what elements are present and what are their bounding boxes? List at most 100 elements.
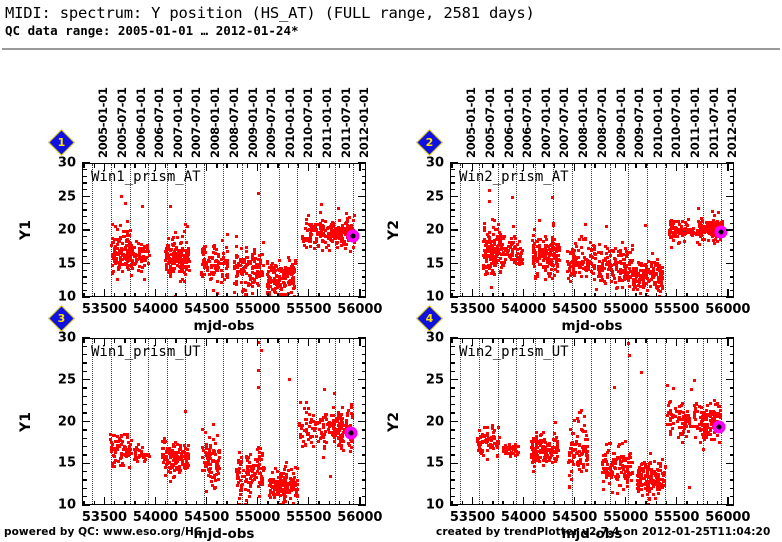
data-point xyxy=(116,460,120,464)
data-point xyxy=(339,447,343,451)
data-point xyxy=(258,472,262,476)
data-point xyxy=(226,264,230,268)
data-point xyxy=(253,251,257,255)
data-point xyxy=(171,475,175,479)
x-tick-minor xyxy=(267,500,269,505)
data-point xyxy=(548,456,552,460)
data-point xyxy=(325,422,329,426)
data-point xyxy=(582,466,586,470)
data-point xyxy=(221,273,225,277)
data-point-outlier xyxy=(538,219,542,223)
data-point xyxy=(645,469,649,473)
data-point xyxy=(670,426,674,430)
data-point xyxy=(206,473,210,477)
data-point xyxy=(209,444,213,448)
data-point xyxy=(268,495,272,499)
data-point xyxy=(538,249,542,253)
data-point xyxy=(698,423,702,427)
data-point xyxy=(718,440,722,444)
data-point xyxy=(548,252,552,256)
data-point xyxy=(656,289,660,293)
data-point xyxy=(320,239,324,242)
data-point xyxy=(630,259,634,263)
data-point xyxy=(496,443,500,447)
data-point xyxy=(643,487,647,491)
data-point xyxy=(161,452,165,456)
data-point xyxy=(644,483,648,487)
data-point xyxy=(181,234,185,238)
data-point xyxy=(338,421,342,425)
data-point xyxy=(143,457,147,461)
data-point xyxy=(656,478,660,482)
data-point xyxy=(660,266,664,270)
data-point xyxy=(282,293,286,296)
data-point xyxy=(714,223,718,227)
data-point xyxy=(720,223,724,227)
data-point xyxy=(169,267,173,271)
y-tick-minor-right xyxy=(361,182,366,184)
data-point xyxy=(496,258,500,262)
data-point xyxy=(134,445,138,449)
data-point xyxy=(187,268,191,272)
data-point xyxy=(627,460,631,464)
data-point xyxy=(677,436,681,440)
x-tick-major-top xyxy=(205,163,208,171)
data-point xyxy=(275,493,279,497)
data-point xyxy=(532,469,536,473)
y-tick-minor-right xyxy=(729,222,734,224)
x-tick-label-55000: 55000 xyxy=(603,510,649,525)
data-point xyxy=(339,415,343,419)
footer-created-by: created by trendPlotter v2.7.4 on 2012-0… xyxy=(436,526,771,538)
data-point xyxy=(697,426,701,430)
data-point xyxy=(502,234,506,238)
data-point xyxy=(283,269,287,273)
data-point xyxy=(170,463,174,467)
data-point xyxy=(200,248,204,252)
y-tick-major xyxy=(450,420,458,423)
data-point xyxy=(536,445,540,449)
data-point xyxy=(604,475,608,479)
y-tick-major xyxy=(450,229,458,231)
x-tick-minor xyxy=(655,500,658,505)
data-point xyxy=(128,246,132,250)
data-point xyxy=(175,453,179,457)
data-point xyxy=(699,233,703,237)
x-tick-label-54000: 54000 xyxy=(500,510,547,525)
data-point xyxy=(267,270,271,274)
gridline-2009-01-01 xyxy=(609,164,612,296)
data-point xyxy=(617,442,621,446)
y-tick-minor-right xyxy=(729,282,734,285)
data-point xyxy=(484,438,488,442)
data-point xyxy=(708,433,712,437)
data-point xyxy=(305,430,309,434)
data-point xyxy=(590,269,594,273)
x-tick-label-55000: 55000 xyxy=(603,302,649,317)
data-point xyxy=(660,471,664,475)
data-point xyxy=(493,247,497,251)
data-point xyxy=(292,476,296,480)
x-tick-minor-top xyxy=(614,163,617,168)
x-tick-minor xyxy=(185,292,187,297)
data-point xyxy=(683,233,687,237)
y-tick-minor-right xyxy=(361,345,366,348)
data-point xyxy=(285,481,289,485)
data-point xyxy=(274,263,278,267)
data-point xyxy=(267,294,271,296)
data-point xyxy=(555,269,559,273)
data-point xyxy=(686,409,690,413)
data-point xyxy=(315,239,319,243)
data-point xyxy=(491,270,495,274)
panel-badge-number-2: 2 xyxy=(425,136,434,149)
data-point xyxy=(242,268,246,272)
data-point xyxy=(482,228,486,232)
data-point xyxy=(520,248,524,252)
data-point xyxy=(309,233,313,236)
data-point xyxy=(202,252,206,256)
data-point xyxy=(295,488,299,492)
data-point xyxy=(656,262,660,266)
data-point xyxy=(330,233,334,237)
gridline-2005-01-01 xyxy=(460,339,462,504)
data-point xyxy=(208,436,212,440)
data-point xyxy=(343,233,347,237)
y-tick-major-right xyxy=(726,462,734,464)
